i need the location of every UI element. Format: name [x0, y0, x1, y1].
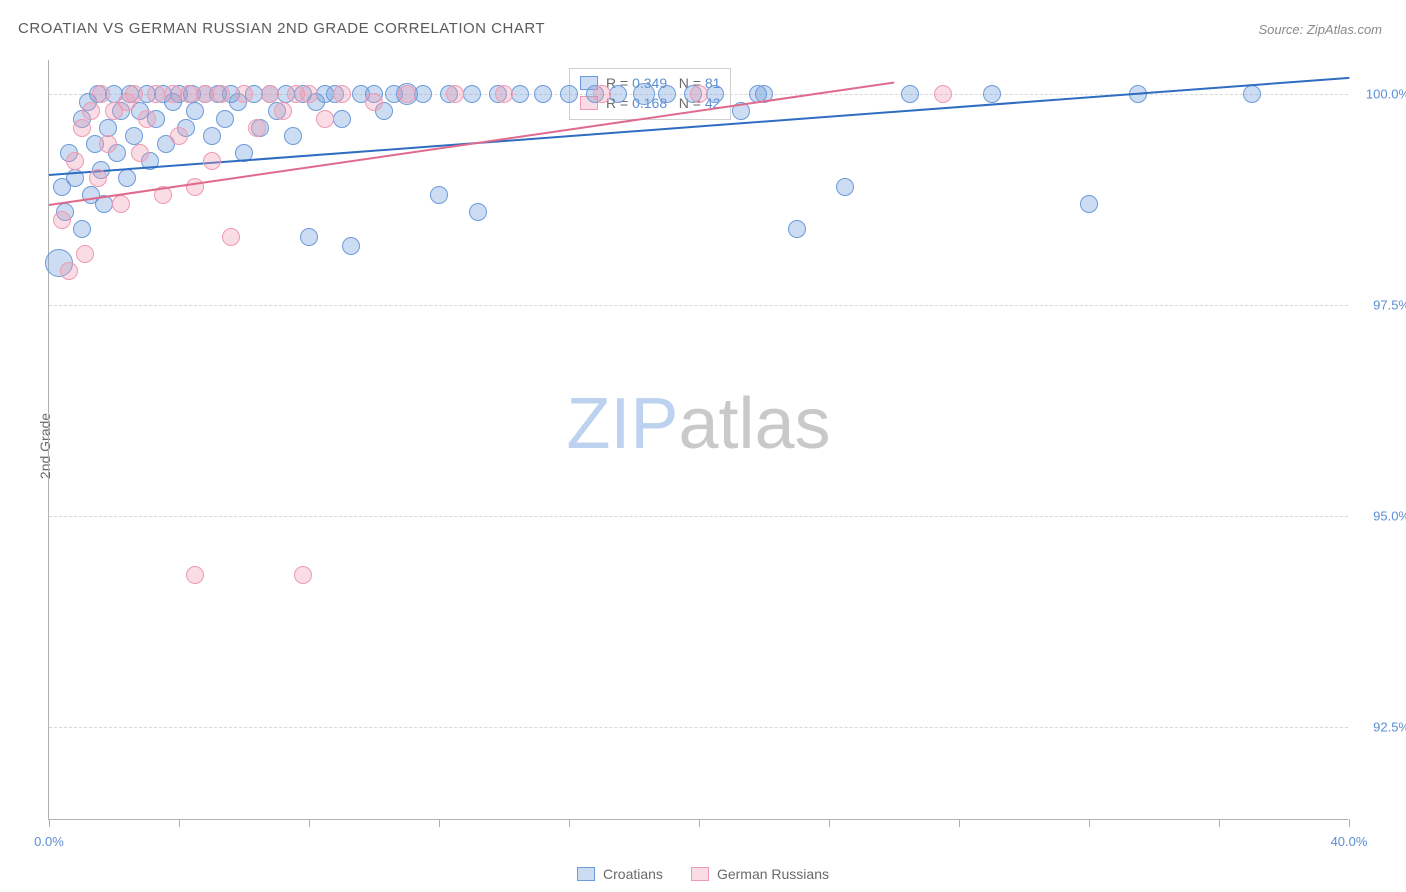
legend-item: German Russians	[691, 866, 829, 882]
data-point	[125, 85, 143, 103]
watermark-atlas: atlas	[678, 384, 830, 464]
chart-title: CROATIAN VS GERMAN RUSSIAN 2ND GRADE COR…	[18, 20, 545, 37]
data-point	[99, 135, 117, 153]
y-tick-label: 95.0%	[1373, 509, 1406, 524]
series-legend: Croatians German Russians	[577, 866, 829, 882]
data-point	[342, 237, 360, 255]
data-point	[300, 228, 318, 246]
data-point	[495, 85, 513, 103]
x-tick	[569, 819, 570, 827]
data-point	[170, 127, 188, 145]
data-point	[593, 85, 611, 103]
data-point	[333, 110, 351, 128]
data-point	[1080, 195, 1098, 213]
data-point	[53, 211, 71, 229]
data-point	[222, 228, 240, 246]
data-point	[216, 110, 234, 128]
x-tick	[49, 819, 50, 827]
data-point	[138, 110, 156, 128]
x-tick	[1219, 819, 1220, 827]
data-point	[203, 127, 221, 145]
chart-container: CROATIAN VS GERMAN RUSSIAN 2ND GRADE COR…	[0, 0, 1406, 892]
data-point	[248, 119, 266, 137]
data-point	[333, 85, 351, 103]
data-point	[430, 186, 448, 204]
data-point	[203, 152, 221, 170]
gridline	[49, 305, 1348, 306]
data-point	[82, 102, 100, 120]
x-tick	[439, 819, 440, 827]
data-point	[609, 85, 627, 103]
data-point	[99, 119, 117, 137]
data-point	[186, 102, 204, 120]
x-tick-label: 0.0%	[34, 834, 64, 849]
watermark-zip: ZIP	[566, 384, 678, 464]
x-tick	[1089, 819, 1090, 827]
data-point	[463, 85, 481, 103]
data-point	[398, 85, 416, 103]
data-point	[274, 102, 292, 120]
source-attribution: Source: ZipAtlas.com	[1258, 22, 1382, 37]
legend-swatch	[691, 867, 709, 881]
data-point	[112, 195, 130, 213]
data-point	[76, 245, 94, 263]
data-point	[92, 85, 110, 103]
data-point	[186, 178, 204, 196]
x-tick	[829, 819, 830, 827]
data-point	[261, 85, 279, 103]
gridline	[49, 516, 1348, 517]
data-point	[983, 85, 1001, 103]
data-point	[788, 220, 806, 238]
data-point	[690, 85, 708, 103]
data-point	[1243, 85, 1261, 103]
data-point	[706, 85, 724, 103]
data-point	[414, 85, 432, 103]
data-point	[446, 85, 464, 103]
data-point	[60, 262, 78, 280]
data-point	[131, 144, 149, 162]
gridline	[49, 727, 1348, 728]
data-point	[633, 83, 655, 105]
data-point	[658, 85, 676, 103]
legend-label: German Russians	[717, 866, 829, 882]
watermark: ZIPatlas	[566, 383, 830, 465]
data-point	[118, 169, 136, 187]
x-tick	[1349, 819, 1350, 827]
data-point	[836, 178, 854, 196]
data-point	[534, 85, 552, 103]
data-point	[300, 85, 318, 103]
x-tick	[959, 819, 960, 827]
data-point	[186, 566, 204, 584]
data-point	[469, 203, 487, 221]
x-tick	[309, 819, 310, 827]
data-point	[316, 110, 334, 128]
data-point	[294, 566, 312, 584]
y-tick-label: 100.0%	[1366, 86, 1406, 101]
y-tick-label: 97.5%	[1373, 297, 1406, 312]
y-tick-label: 92.5%	[1373, 720, 1406, 735]
data-point	[511, 85, 529, 103]
data-point	[89, 169, 107, 187]
data-point	[901, 85, 919, 103]
plot-area: ZIPatlas R = 0.349 N = 81R = 0.168 N = 4…	[48, 60, 1348, 820]
x-tick-label: 40.0%	[1331, 834, 1368, 849]
data-point	[125, 127, 143, 145]
data-point	[73, 220, 91, 238]
x-tick	[699, 819, 700, 827]
data-point	[284, 127, 302, 145]
legend-item: Croatians	[577, 866, 663, 882]
x-tick	[179, 819, 180, 827]
data-point	[934, 85, 952, 103]
data-point	[66, 152, 84, 170]
data-point	[212, 85, 230, 103]
data-point	[560, 85, 578, 103]
legend-label: Croatians	[603, 866, 663, 882]
data-point	[73, 119, 91, 137]
legend-swatch	[577, 867, 595, 881]
data-point	[235, 85, 253, 103]
data-point	[365, 93, 383, 111]
